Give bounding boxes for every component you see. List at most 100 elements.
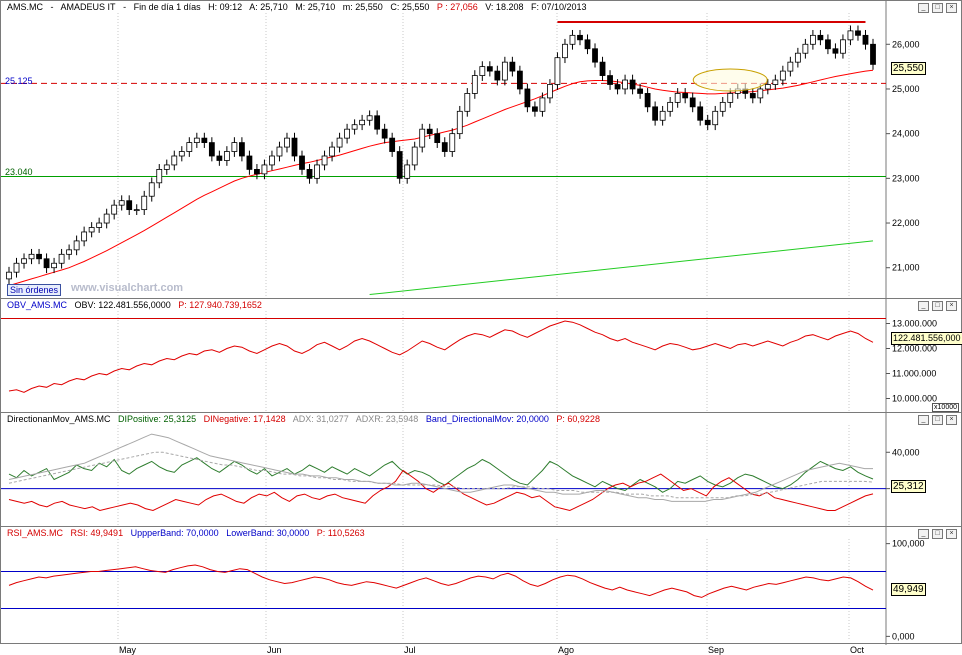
close-icon[interactable]: × <box>946 415 957 425</box>
header-low: m: 25,550 <box>342 2 383 12</box>
candle-body <box>269 155 275 166</box>
candle-body <box>599 61 606 76</box>
price-window-buttons: _ □ × <box>918 3 957 13</box>
maximize-icon[interactable]: □ <box>932 3 943 13</box>
candle-body <box>419 128 426 148</box>
candle-body <box>682 93 689 99</box>
candle-body <box>118 200 125 206</box>
moving-average-line <box>8 69 874 287</box>
candle-body <box>329 146 335 157</box>
obv-p: P: 127.940.739,1652 <box>178 300 262 310</box>
dmi-band: Band_DirectionalMov: 20,0000 <box>425 414 549 424</box>
minimize-icon[interactable]: _ <box>918 415 929 425</box>
candle-body <box>186 142 193 152</box>
obv-panel[interactable]: OBV_AMS.MC OBV: 122.481.556,0000 P: 127.… <box>0 298 962 415</box>
maximize-icon[interactable]: □ <box>932 415 943 425</box>
candle-body <box>306 169 313 179</box>
x-tick-label: Jul <box>404 645 416 655</box>
candle-body <box>21 258 27 264</box>
maximize-icon[interactable]: □ <box>932 529 943 539</box>
candle-body <box>276 146 283 157</box>
level-label-2: 23.040 <box>5 167 33 177</box>
maximize-icon[interactable]: □ <box>932 301 943 311</box>
header-hour: H: 09:12 <box>208 2 243 12</box>
candle-body <box>486 66 493 72</box>
rsi-panel[interactable]: RSI_AMS.MC RSI: 49,9491 UppperBand: 70,0… <box>0 526 962 645</box>
x-tick-label: Ago <box>558 645 575 655</box>
candle-body <box>584 39 591 50</box>
candle-body <box>88 227 95 233</box>
candle-body <box>569 34 576 45</box>
close-icon[interactable]: × <box>946 3 957 13</box>
obv-value: OBV: 122.481.556,0000 <box>74 300 171 310</box>
candle-body <box>607 75 613 85</box>
din-line <box>8 469 874 512</box>
dmi-adxr: ADXR: 23,5948 <box>355 414 419 424</box>
close-icon[interactable]: × <box>946 529 957 539</box>
minimize-icon[interactable]: _ <box>918 3 929 13</box>
candle-body <box>223 151 230 161</box>
candle-body <box>111 204 118 215</box>
price-panel[interactable]: AMS.MC - AMADEUS IT - Fin de día 1 días … <box>0 0 962 301</box>
candle-body <box>764 84 771 90</box>
dmi-panel[interactable]: DirectionanMov_AMS.MC DIPositive: 25,312… <box>0 412 962 529</box>
candle-body <box>524 88 531 108</box>
candle-body <box>231 142 238 152</box>
close-icon[interactable]: × <box>946 301 957 311</box>
header-close: C: 25,550 <box>390 2 430 12</box>
candle-body <box>6 271 12 280</box>
candle-body <box>336 137 343 148</box>
dmi-header: DirectionanMov_AMS.MC DIPositive: 25,312… <box>7 414 605 424</box>
sin-ordenes-button[interactable]: Sin órdenes <box>7 284 62 296</box>
candle-body <box>479 66 486 76</box>
dmi-adx: ADX: 31,0277 <box>292 414 349 424</box>
candle-body <box>66 249 73 255</box>
dmi-chart: 40,00020,000 <box>1 413 920 529</box>
price-axis-tick-label: 22,000 <box>892 218 920 228</box>
candle-body <box>532 106 538 112</box>
minimize-icon[interactable]: _ <box>918 301 929 311</box>
candle-body <box>794 52 801 63</box>
x-tick-label: May <box>119 645 137 655</box>
rsi-axis-tick-label: 100,000 <box>892 539 925 549</box>
candle-body <box>840 39 846 54</box>
price-axis-tick-label: 21,000 <box>892 263 920 273</box>
candle-body <box>757 88 764 99</box>
dmi-current-value: 25,312 <box>891 480 926 493</box>
rsi-current-value: 49,949 <box>891 583 926 596</box>
candle-body <box>381 128 388 139</box>
dip-line <box>8 457 874 493</box>
header-period: Fin de día 1 días <box>133 2 201 12</box>
obv-label: OBV_AMS.MC <box>7 300 68 310</box>
candle-body <box>817 34 824 41</box>
candle-body <box>208 142 215 157</box>
candle-body <box>562 43 568 59</box>
candle-body <box>396 151 403 179</box>
candle-body <box>862 34 869 45</box>
price-header: AMS.MC - AMADEUS IT - Fin de día 1 días … <box>7 2 587 12</box>
obv-current-value: 122.481.556,000 <box>891 332 962 345</box>
level-label-1: 25.125 <box>5 76 33 86</box>
candle-body <box>592 48 598 63</box>
price-axis-tick-label: 23,000 <box>892 173 920 183</box>
highlight-ellipse <box>692 68 768 92</box>
candle-body <box>28 253 35 260</box>
minimize-icon[interactable]: _ <box>918 529 929 539</box>
candle-body <box>321 155 328 166</box>
candle-body <box>58 253 65 264</box>
candle-body <box>652 106 659 121</box>
candle-body <box>314 164 320 179</box>
obv-chart: 13.000.000 12.000.000 11.000.000 10.000.000 <box>1 299 937 415</box>
dmi-window-buttons: _ □ × <box>918 415 957 425</box>
candle-body <box>697 106 704 121</box>
candle-body <box>411 146 418 166</box>
price-axis-tick-label: 24,000 <box>892 129 920 139</box>
candle-body <box>832 48 839 54</box>
candle-body <box>629 79 636 90</box>
candle-body <box>51 262 57 269</box>
candle-body <box>366 115 373 121</box>
candle-body <box>13 262 20 273</box>
candle-body <box>441 142 448 152</box>
candle-body <box>674 93 681 103</box>
dmi-din: DINegative: 17,1428 <box>203 414 286 424</box>
